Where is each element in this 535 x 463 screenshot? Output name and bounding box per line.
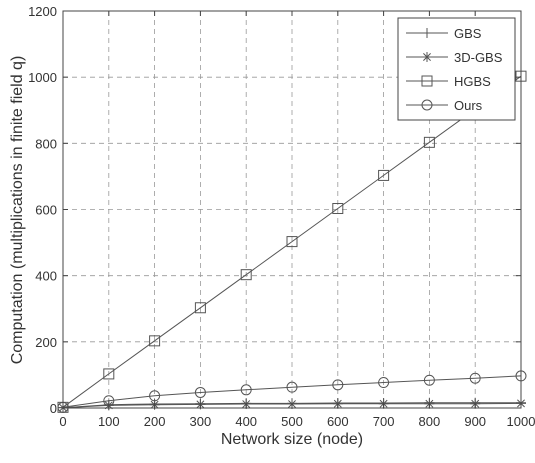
data-point-hgbs <box>149 335 161 347</box>
x-tick-label: 400 <box>235 414 257 429</box>
x-tick-label: 800 <box>419 414 441 429</box>
legend: GBS 3D-GBS HGBS Ours <box>397 17 516 121</box>
y-tick-label: 200 <box>35 335 57 350</box>
y-tick-label: 400 <box>35 269 57 284</box>
x-tick-label: 600 <box>327 414 349 429</box>
legend-label: GBS <box>454 26 482 41</box>
legend-marker <box>421 75 433 87</box>
data-point-hgbs <box>194 302 206 314</box>
data-point-hgbs <box>286 236 298 248</box>
legend-item-ours: Ours <box>406 98 483 113</box>
legend-item-gbs: GBS <box>406 26 482 41</box>
series-ours <box>57 370 527 413</box>
data-point-ours <box>423 374 435 386</box>
data-point-ours <box>286 381 298 393</box>
x-tick-label: 300 <box>190 414 212 429</box>
x-tick-label: 200 <box>144 414 166 429</box>
data-point-ours <box>469 372 481 384</box>
x-tick-label: 100 <box>98 414 120 429</box>
x-tick-label: 500 <box>281 414 303 429</box>
legend-label: 3D-GBS <box>454 50 503 65</box>
data-point-hgbs <box>378 169 390 181</box>
data-point-hgbs <box>240 269 252 281</box>
data-point-ours <box>149 390 161 402</box>
series-line-hgbs <box>62 75 522 408</box>
tick-layer: 0 100 200 300 400 500 600 700 800 900 1000 0 200 400 6… <box>28 4 535 429</box>
y-tick-label: 600 <box>35 203 57 218</box>
y-tick-label: 800 <box>35 136 57 151</box>
legend-marker <box>422 52 432 62</box>
legend-label: HGBS <box>454 74 491 89</box>
x-tick-label: 700 <box>373 414 395 429</box>
y-tick-label: 1000 <box>28 70 57 85</box>
data-point-hgbs <box>103 368 115 380</box>
y-axis-label: Computation (multiplications in finite f… <box>9 56 26 365</box>
x-tick-label: 1000 <box>507 414 535 429</box>
legend-item-3d-gbs: 3D-GBS <box>406 50 503 65</box>
data-point-ours <box>240 384 252 396</box>
data-point-hgbs <box>332 203 344 215</box>
x-tick-label: 0 <box>59 414 66 429</box>
y-tick-label: 0 <box>50 401 57 416</box>
legend-marker <box>422 28 432 38</box>
legend-marker <box>421 99 433 111</box>
x-axis-label: Network size (node) <box>221 431 363 448</box>
data-point-hgbs <box>423 136 435 148</box>
x-tick-label: 900 <box>464 414 486 429</box>
legend-box <box>397 17 516 121</box>
y-tick-label: 1200 <box>28 4 57 19</box>
data-point-ours <box>194 386 206 398</box>
legend-item-hgbs: HGBS <box>406 74 491 89</box>
series-line-ours <box>62 375 522 408</box>
data-point-ours <box>378 377 390 389</box>
legend-label: Ours <box>454 98 483 113</box>
data-point-ours <box>332 379 344 391</box>
